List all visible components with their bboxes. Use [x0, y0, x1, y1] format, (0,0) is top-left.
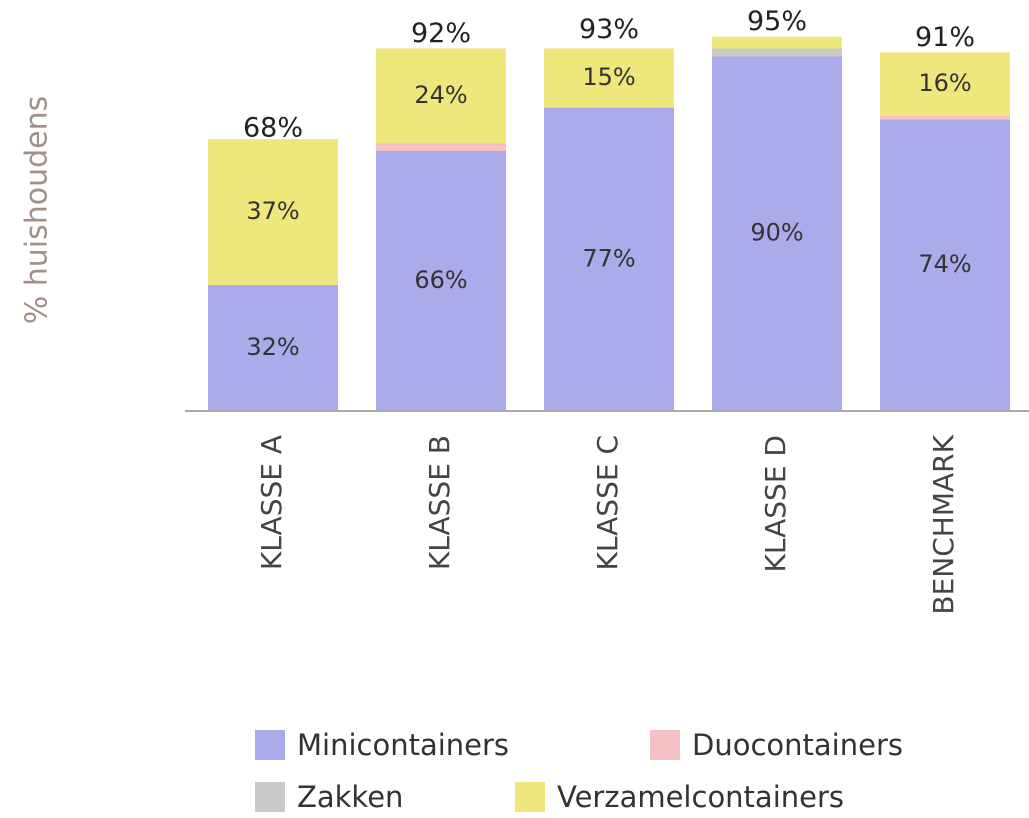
data-label: 66% [414, 266, 467, 294]
legend-label: Verzamelcontainers [557, 780, 844, 814]
x-tick-label: KLASSE C [591, 435, 624, 570]
total-label: 95% [747, 6, 807, 37]
data-label: 15% [582, 63, 635, 91]
bar-segment [880, 119, 1010, 411]
total-label: 93% [579, 14, 639, 45]
bar-segment [712, 48, 842, 57]
total-label: 68% [243, 113, 303, 144]
data-label: 37% [246, 197, 299, 225]
legend-swatch [255, 730, 285, 760]
legend-label: Duocontainers [692, 728, 903, 762]
legend-swatch [650, 730, 680, 760]
total-label: 91% [915, 22, 975, 53]
x-tick-label: KLASSE A [255, 435, 288, 570]
data-label: 16% [918, 69, 971, 97]
data-label: 24% [414, 81, 467, 109]
bar-segment [880, 115, 1010, 120]
x-tick-label: BENCHMARK [927, 434, 960, 614]
y-axis-label: % huishoudens [20, 96, 55, 325]
x-tick-label: KLASSE D [759, 435, 792, 572]
bar-segment [376, 48, 506, 144]
bar-segment [208, 284, 338, 411]
data-label: 90% [750, 219, 803, 247]
legend-swatch [515, 782, 545, 812]
data-label: 77% [582, 244, 635, 272]
bar-segment [208, 139, 338, 285]
bar-segment [376, 150, 506, 411]
bar-segment [712, 36, 842, 49]
bar-segment [712, 56, 842, 412]
bar-segment [544, 107, 674, 412]
total-label: 92% [411, 18, 471, 49]
legend-swatch [255, 782, 285, 812]
legend-label: Zakken [297, 780, 403, 814]
legend-label: Minicontainers [297, 728, 509, 762]
data-label: 32% [246, 333, 299, 361]
data-label: 74% [918, 250, 971, 278]
x-tick-label: KLASSE B [423, 435, 456, 570]
bar-segment [544, 48, 674, 108]
bar-segment [880, 52, 1010, 116]
bar-segment [376, 143, 506, 151]
